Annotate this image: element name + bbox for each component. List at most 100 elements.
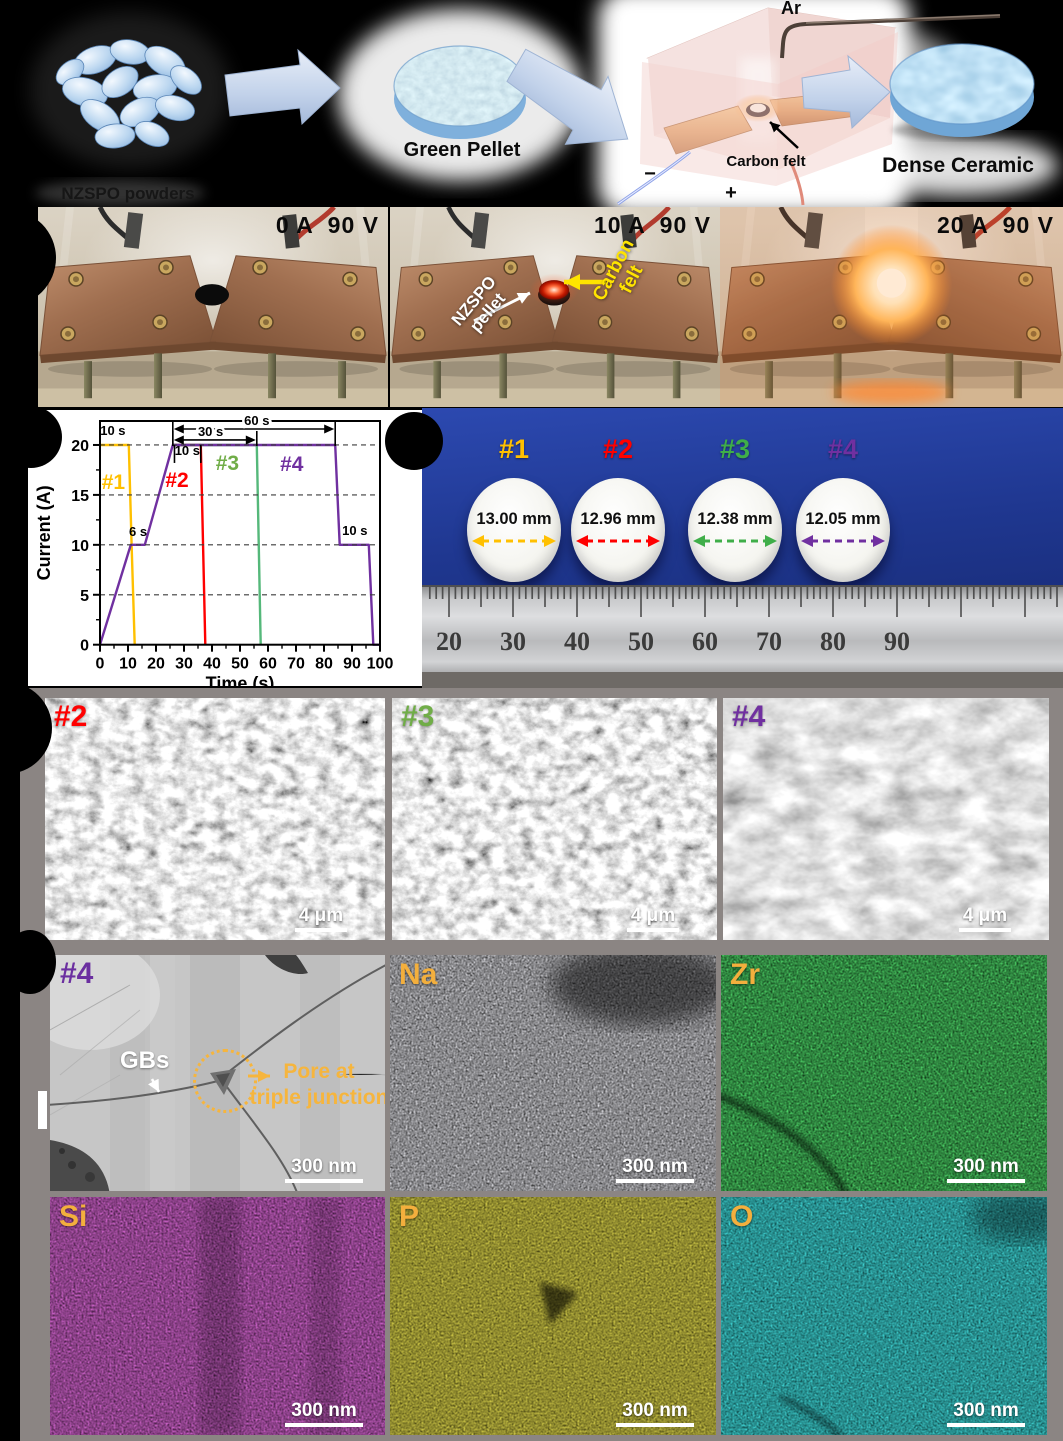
green-pellet-art [393, 45, 527, 139]
sem-scalebar-text: 4 μm [298, 905, 344, 926]
photo-caption: 0 A 90 V [275, 212, 379, 238]
sample-id-label: #1 [498, 434, 530, 464]
diameter-label: 12.05 mm [805, 510, 881, 528]
svg-text:Current (A): Current (A) [34, 485, 54, 580]
tem-scalebar-text: 300 nm [291, 1156, 357, 1177]
pore-label-line2: triple junction [249, 1086, 385, 1110]
panel-e-frame: #2 4 μm #3 4 μm #4 4 μm [20, 688, 1063, 946]
svg-text:0: 0 [96, 656, 105, 673]
experiment-photo-10A: NZSPO pellet Carbon felt 10 A 90 V [390, 207, 720, 407]
sem-sample-label: #2 [54, 700, 88, 733]
panel-f-frame: #4 GBs Pore at triple junction 300 nm [20, 946, 1063, 1441]
svg-text:10 s: 10 s [100, 423, 125, 438]
svg-text:50: 50 [231, 656, 249, 673]
svg-text:60 s: 60 s [244, 413, 269, 428]
pellet-label: Green Pellet [404, 139, 521, 161]
pellet-sample-2: #2 12.96 mm [563, 434, 673, 582]
carbon-felt-arrow [564, 274, 606, 290]
diameter-arrow [693, 535, 777, 547]
process-arrow-1 [224, 48, 341, 126]
svg-text:6 s: 6 s [129, 524, 147, 539]
sem-image-4: #4 4 μm [723, 698, 1049, 940]
gbs-label: GBs [120, 1047, 170, 1074]
experiment-photo-20A: 20 A 90 V [720, 207, 1063, 407]
tem-id-label: #4 [60, 957, 94, 990]
sem-sample-label: #4 [732, 700, 766, 733]
nzspo-pellet-arrow [473, 291, 531, 323]
svg-text:100: 100 [367, 656, 394, 673]
pellet-photo-disc: 13.00 mm [467, 478, 561, 582]
panel-letter-blob-d [385, 412, 443, 470]
ruler-shadow [422, 672, 1063, 688]
element-label: Si [59, 1200, 88, 1233]
gbs-arrow [148, 1078, 161, 1093]
svg-text:0: 0 [80, 638, 89, 655]
tem-art [50, 955, 385, 1191]
panel-letter-blob-f [4, 930, 56, 994]
map-scalebar-bar [947, 1179, 1025, 1183]
tem-image: #4 GBs Pore at triple junction 300 nm [50, 955, 385, 1191]
pore-label-line1: Pore at [283, 1060, 355, 1083]
eds-map-zr: Zr 300 nm [721, 955, 1047, 1191]
pore-dotted-circle [193, 1049, 257, 1113]
frame-artifact [38, 1091, 47, 1129]
svg-text:Time (s): Time (s) [206, 674, 275, 688]
electrode-plus-label: + [725, 182, 737, 204]
svg-text:20: 20 [71, 438, 89, 455]
process-arrow-3 [801, 54, 891, 130]
process-arrow-2 [506, 48, 629, 145]
diameter-arrow [576, 535, 660, 547]
svg-text:20: 20 [147, 656, 165, 673]
map-scalebar-text: 300 nm [953, 1400, 1019, 1421]
ruler-number: 40 [564, 627, 590, 656]
element-label: Zr [730, 958, 760, 991]
photo-caption: 10 A 90 V [594, 212, 711, 238]
sample-id-label: #3 [719, 434, 751, 464]
sem-image-2: #2 4 μm [45, 698, 385, 940]
eds-map-si: Si 300 nm [50, 1197, 385, 1435]
ruler-number: 60 [692, 627, 718, 656]
ceramic-label: Dense Ceramic [882, 154, 1034, 177]
pellet-photo-disc: 12.38 mm [688, 478, 782, 582]
svg-text:10 s: 10 s [342, 523, 367, 538]
element-label: P [399, 1200, 420, 1233]
svg-text:90: 90 [343, 656, 361, 673]
panel-a-schematic: NZSPO powders Green Pellet [30, 0, 1058, 207]
map-scalebar-text: 300 nm [953, 1156, 1019, 1177]
diameter-label: 12.96 mm [580, 510, 656, 528]
pellet-sample-3: #3 12.38 mm [680, 434, 790, 582]
element-label: Na [399, 958, 438, 991]
rig-art [38, 207, 388, 407]
svg-text:40: 40 [203, 656, 221, 673]
pore-label: Pore at triple junction [248, 1059, 385, 1112]
rig-art [390, 207, 720, 407]
svg-text:80: 80 [315, 656, 333, 673]
ruler-ticks [428, 587, 1058, 617]
svg-text:30: 30 [175, 656, 193, 673]
eds-map-o: O 300 nm [721, 1197, 1047, 1435]
svg-text:#4: #4 [280, 453, 304, 476]
map-scalebar-text: 300 nm [622, 1400, 688, 1421]
diameter-arrow [801, 535, 885, 547]
pellet-sample-1: #1 13.00 mm [459, 434, 569, 582]
electrode-minus-label: − [644, 163, 656, 185]
svg-text:70: 70 [287, 656, 305, 673]
ruler-number: 90 [884, 627, 910, 656]
pellet-sample-4: #4 12.05 mm [788, 434, 898, 582]
svg-text:10: 10 [119, 656, 137, 673]
sample-id-label: #2 [602, 434, 634, 464]
sem-scalebar-bar [627, 928, 679, 932]
rig-art [720, 207, 1063, 407]
ruler-number: 50 [628, 627, 654, 656]
map-scalebar-text: 300 nm [622, 1156, 688, 1177]
svg-text:#2: #2 [165, 469, 188, 492]
pore-arrow [248, 1070, 270, 1082]
diameter-label: 13.00 mm [476, 510, 552, 528]
svg-text:60: 60 [259, 656, 277, 673]
sample-id-label: #4 [827, 434, 859, 464]
pellet-photo-disc: 12.96 mm [571, 478, 665, 582]
svg-text:#1: #1 [102, 471, 126, 494]
experiment-photo-0A: 0 A 90 V [38, 207, 388, 407]
svg-text:5: 5 [80, 588, 89, 605]
